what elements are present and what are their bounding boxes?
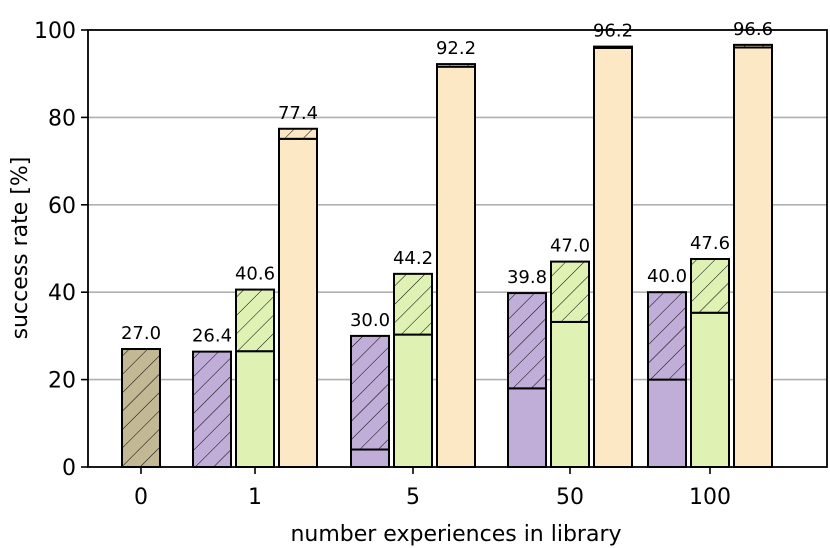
bar-value-label: 40.0 [647,266,687,287]
bar-hatched-segment [436,63,476,68]
y-tick-label: 60 [48,194,76,219]
bar-hatched-segment [192,350,232,468]
bar-group [278,127,318,469]
bar-hatched-segment [550,260,590,323]
bar-hatched-segment [690,257,730,314]
y-tick-label: 40 [48,281,76,306]
bar-group [507,292,547,468]
bar-value-label: 77.4 [278,103,318,124]
bar-value-label: 47.0 [550,236,590,257]
bar-group [436,63,476,468]
x-tick-label: 100 [689,485,731,510]
bar-hatched-segment [393,272,433,336]
y-tick-label: 20 [48,369,76,394]
bar-solid-segment [278,137,318,469]
x-tick-label: 1 [248,485,262,510]
bar-solid-segment [647,378,687,469]
y-axis-label: success rate [%] [8,157,33,340]
bar-group [550,260,590,468]
bar-solid-segment [690,311,730,469]
y-tick-label: 100 [34,19,76,44]
bar-group [733,43,773,468]
bar-group [235,288,275,469]
bar-hatched-segment [235,288,275,353]
bar-solid-segment [550,320,590,468]
plot-frame [87,29,828,468]
y-tick-label: 0 [62,456,76,481]
axes: 0 20 40 60 80 100 0 1 5 50 100 [34,19,828,510]
x-tick-label: 0 [134,485,148,510]
bar-value-label: 26.4 [192,326,232,347]
bar-hatched-segment [593,45,633,49]
bars [121,43,773,469]
bar-solid-segment [733,46,773,468]
bar-group [192,350,232,468]
bar-value-label: 30.0 [350,310,390,331]
x-axis-label: number experiences in library [290,522,621,547]
bar-hatched-segment [733,43,773,49]
bar-group [593,45,633,469]
bar-solid-segment [350,448,390,468]
bar-value-label: 96.2 [593,21,633,42]
bar-hatched-segment [121,348,161,469]
x-tick-label: 50 [556,485,584,510]
bar-value-label: 39.8 [507,267,547,288]
bar-value-label: 92.2 [436,38,476,59]
bar-group [121,348,161,469]
y-tick-label: 80 [48,106,76,131]
bar-solid-segment [507,387,547,468]
bar-value-labels: 27.0 26.4 40.6 77.4 30.0 44.2 92.2 39.847.0 96.2… [121,19,773,347]
x-tick-label: 5 [406,485,420,510]
bar-value-label: 40.6 [235,264,275,285]
bar-solid-segment [235,350,275,469]
bar-value-label: 27.0 [121,323,161,344]
bar-solid-segment [436,65,476,468]
bar-hatched-segment [278,127,318,140]
bar-hatched-segment [507,292,547,390]
bar-value-label: 44.2 [393,248,433,269]
bar-group [690,257,730,469]
bar-hatched-segment [350,334,390,451]
bar-solid-segment [393,333,433,468]
bar-group [393,272,433,468]
bar-group [647,291,687,469]
bar-value-label: 47.6 [690,233,730,254]
bar-solid-segment [593,46,633,469]
bar-hatched-segment [647,291,687,381]
bar-group [350,334,390,468]
